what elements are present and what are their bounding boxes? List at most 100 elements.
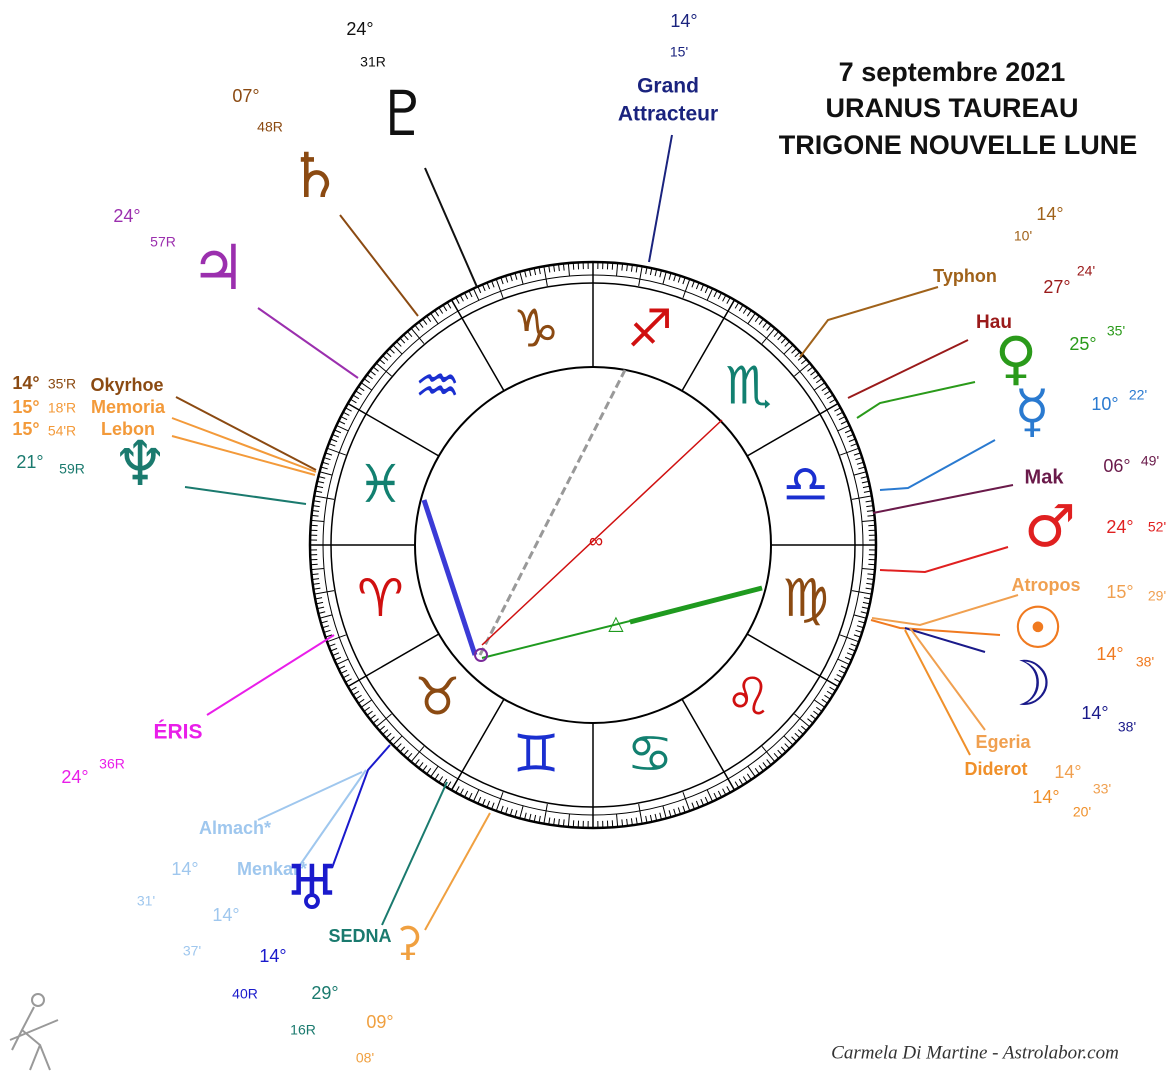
degree-tick — [356, 695, 362, 699]
degree-tick — [331, 648, 337, 651]
leader-line — [176, 397, 316, 470]
sign-glyph: ♋︎ — [627, 725, 674, 785]
degree-tick — [718, 293, 721, 299]
body-glyph: ♃ — [190, 231, 246, 304]
degree-tick — [404, 750, 409, 755]
body-minutes: 15' — [670, 44, 688, 60]
degree-tick — [723, 789, 726, 795]
leader-line — [258, 772, 362, 820]
sign-glyph: ♒︎ — [414, 356, 461, 416]
leader-line — [880, 547, 1008, 572]
degree-tick — [854, 472, 867, 475]
leader-line — [382, 782, 447, 925]
degree-tick — [339, 421, 345, 424]
leader-line — [207, 635, 334, 715]
degree-tick — [389, 348, 394, 353]
body-label: Atropos — [1012, 575, 1081, 595]
degree-tick — [337, 425, 349, 430]
degree-tick — [852, 591, 872, 594]
body-degree: 15° — [12, 397, 39, 417]
degree-tick — [854, 635, 861, 637]
degree-tick — [419, 762, 423, 768]
degree-tick — [837, 675, 843, 678]
degree-tick — [478, 797, 481, 803]
body-minutes: 29' — [1148, 588, 1166, 604]
degree-tick — [431, 313, 438, 324]
degree-tick — [343, 675, 349, 678]
degree-tick — [755, 316, 759, 322]
degree-tick — [337, 659, 349, 664]
degree-tick — [816, 379, 822, 383]
degree-tick — [830, 687, 836, 691]
degree-tick — [814, 383, 825, 390]
body-glyph: ♂ — [1024, 492, 1076, 560]
body-degree: 27° — [1043, 277, 1070, 297]
body-degree: 24° — [1106, 517, 1133, 537]
degree-tick — [678, 276, 680, 283]
degree-tick — [674, 809, 676, 816]
degree-tick — [851, 644, 858, 647]
degree-tick — [343, 412, 349, 415]
degree-tick — [456, 786, 459, 792]
leader-line — [425, 813, 490, 930]
degree-tick — [707, 790, 712, 802]
body-label: Diderot — [965, 759, 1028, 779]
body-degree: 24° — [113, 206, 140, 226]
degree-tick — [862, 569, 875, 570]
degree-tick — [810, 371, 816, 375]
body-glyph: ☽ — [997, 647, 1053, 720]
body-degree: 09° — [366, 1012, 393, 1032]
degree-tick — [845, 430, 851, 433]
degree-tick — [482, 799, 485, 805]
body-minutes: 20' — [1073, 804, 1091, 820]
degree-tick — [816, 707, 822, 711]
degree-tick — [407, 753, 412, 758]
degree-tick — [544, 266, 547, 286]
body-degree: 14° — [212, 905, 239, 925]
body-minutes: 31R — [360, 54, 386, 70]
degree-tick — [639, 804, 642, 824]
sign-glyph: ♍︎ — [782, 569, 829, 629]
degree-tick — [854, 615, 867, 618]
degree-tick — [863, 486, 870, 487]
degree-tick — [383, 730, 388, 735]
degree-tick — [439, 308, 443, 314]
degree-tick — [325, 453, 332, 455]
degree-tick — [334, 430, 340, 433]
body-glyph: ♅ — [284, 851, 340, 924]
degree-tick — [320, 472, 333, 475]
degree-tick — [795, 352, 800, 357]
degree-tick — [785, 744, 790, 749]
astro-chart: 7 septembre 2021 URANUS TAUREAU TRIGONE … — [0, 0, 1175, 1075]
degree-tick — [663, 272, 666, 285]
degree-tick — [469, 291, 472, 297]
degree-tick — [501, 806, 503, 813]
body-minutes: 37' — [183, 943, 201, 959]
degree-tick — [847, 653, 853, 656]
degree-tick — [838, 659, 850, 664]
degree-tick — [510, 809, 512, 816]
degree-tick — [841, 666, 847, 669]
degree-tick — [427, 768, 431, 774]
degree-tick — [404, 335, 409, 340]
degree-tick — [801, 359, 806, 364]
degree-tick — [849, 648, 855, 651]
body-degree: 14° — [1081, 703, 1108, 723]
degree-tick — [862, 520, 875, 521]
body-glyph: ♇ — [375, 77, 431, 150]
degree-tick — [339, 666, 345, 669]
degree-tick — [739, 779, 743, 785]
degree-tick — [544, 804, 547, 824]
degree-tick — [683, 277, 685, 284]
degree-tick — [807, 367, 812, 371]
body-degree: 14° — [1032, 787, 1059, 807]
degree-tick — [373, 719, 378, 723]
degree-tick — [778, 750, 783, 755]
trine-line — [630, 588, 762, 622]
degree-tick — [727, 786, 730, 792]
degree-tick — [707, 289, 712, 301]
degree-tick — [311, 569, 324, 570]
degree-tick — [534, 815, 535, 822]
body-minutes: 52' — [1148, 519, 1166, 535]
axis-line — [480, 370, 625, 655]
